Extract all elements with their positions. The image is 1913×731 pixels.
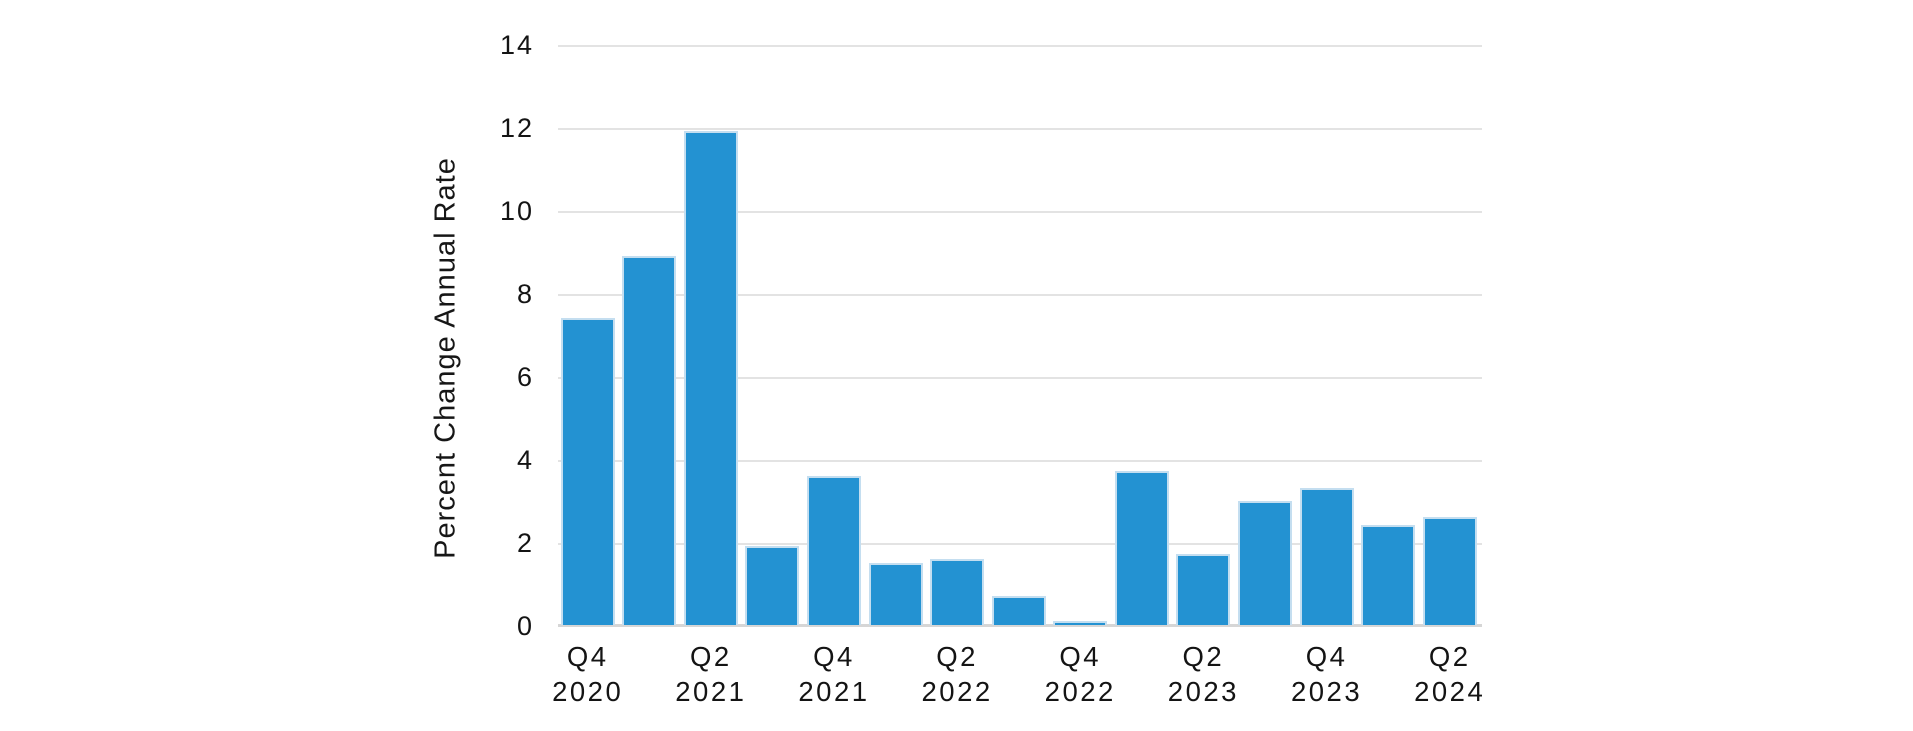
- bar: [622, 255, 677, 625]
- x-tick-year: 2020: [552, 676, 624, 707]
- x-tick-quarter: Q2: [936, 641, 978, 672]
- x-tick-year: 2021: [798, 676, 870, 707]
- bar: [1176, 554, 1231, 625]
- x-tick-label: Q2 2021: [641, 639, 781, 709]
- gridline: [558, 45, 1482, 47]
- gridline: [558, 377, 1482, 379]
- x-tick-year: 2023: [1167, 676, 1239, 707]
- y-tick-label: 10: [499, 196, 534, 226]
- bar: [1237, 500, 1292, 625]
- x-tick-label: Q4 2020: [518, 639, 658, 709]
- bar: [806, 475, 861, 625]
- x-axis-line: [558, 624, 1482, 627]
- x-tick-label: Q4 2021: [764, 639, 904, 709]
- x-tick-quarter: Q4: [1305, 641, 1348, 672]
- bar: [745, 546, 800, 625]
- bar: [930, 558, 985, 625]
- x-tick-year: 2022: [921, 676, 993, 707]
- plot-area: [558, 45, 1482, 627]
- gridline: [558, 128, 1482, 130]
- bar: [1114, 471, 1169, 625]
- bar: [1422, 517, 1477, 625]
- x-tick-label: Q4 2022: [1010, 639, 1150, 709]
- y-tick-label: 2: [516, 528, 534, 558]
- bar: [560, 317, 615, 625]
- x-tick-quarter: Q2: [1182, 641, 1225, 672]
- x-tick-label: Q2 2023: [1133, 639, 1273, 709]
- gridline: [558, 460, 1482, 462]
- gridline: [558, 211, 1482, 213]
- bar: [868, 562, 923, 625]
- x-tick-year: 2024: [1414, 676, 1486, 707]
- bar: [683, 131, 738, 625]
- bar: [1361, 525, 1416, 625]
- bar: [1053, 620, 1108, 625]
- x-tick-quarter: Q2: [689, 641, 732, 672]
- x-tick-quarter: Q4: [1059, 641, 1102, 672]
- y-tick-label: 0: [516, 611, 534, 641]
- x-tick-year: 2021: [675, 676, 747, 707]
- x-tick-year: 2023: [1290, 676, 1363, 707]
- gridline: [558, 294, 1482, 296]
- x-tick-label: Q2 2022: [887, 639, 1027, 709]
- gridline: [558, 543, 1482, 545]
- y-tick-label: 12: [499, 113, 534, 143]
- x-tick-label: Q2 2024: [1380, 639, 1520, 709]
- x-tick-quarter: Q4: [813, 641, 855, 672]
- y-tick-label: 4: [516, 445, 534, 475]
- x-tick-quarter: Q4: [566, 641, 609, 672]
- bar: [1299, 488, 1354, 625]
- y-tick-label: 14: [499, 30, 534, 60]
- x-tick-label: Q4 2023: [1257, 639, 1397, 709]
- x-tick-year: 2022: [1044, 676, 1116, 707]
- bar: [991, 595, 1046, 625]
- y-tick-label: 8: [516, 279, 534, 309]
- x-tick-quarter: Q2: [1428, 641, 1471, 672]
- y-tick-label: 6: [516, 362, 534, 392]
